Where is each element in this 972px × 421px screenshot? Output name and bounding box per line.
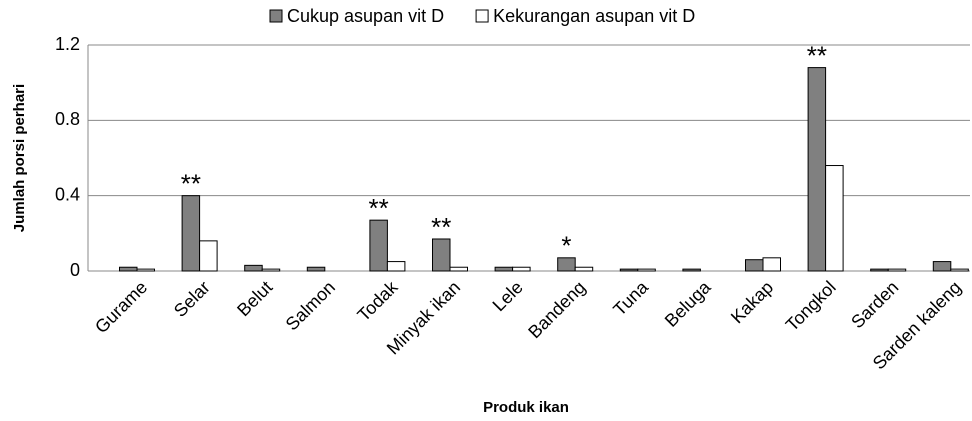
bar xyxy=(745,259,764,272)
x-tick-label: Selar xyxy=(170,277,214,321)
annotation: * xyxy=(561,231,571,261)
bar xyxy=(306,266,326,272)
y-tick-label: 0.8 xyxy=(55,109,80,129)
bar xyxy=(825,165,844,272)
y-tick-label: 1.2 xyxy=(55,34,80,54)
bar xyxy=(449,266,468,272)
bar xyxy=(932,261,952,272)
x-tick-label: Belut xyxy=(233,277,276,320)
y-tick-label: 0 xyxy=(70,260,80,280)
x-tick-label: Sarden xyxy=(847,277,902,332)
bar xyxy=(887,268,907,272)
bar xyxy=(870,268,889,272)
bar xyxy=(682,268,701,272)
bar xyxy=(386,261,406,272)
bar xyxy=(199,240,218,272)
bar xyxy=(807,67,827,272)
bar xyxy=(574,266,594,272)
annotation: ** xyxy=(807,40,827,70)
bar xyxy=(762,257,781,272)
x-tick-label: Beluga xyxy=(661,276,715,330)
x-tick-label: Salmon xyxy=(282,277,339,334)
legend-label: Kekurangan asupan vit D xyxy=(493,6,695,26)
bar xyxy=(557,257,576,272)
annotation: ** xyxy=(181,169,201,199)
x-tick-label: Bandeng xyxy=(524,277,589,342)
x-tick-label: Tuna xyxy=(609,276,652,319)
bar xyxy=(261,268,281,272)
x-tick-label: Tongkol xyxy=(782,277,840,335)
bar xyxy=(181,195,201,272)
bar xyxy=(950,268,969,272)
y-tick-label: 0.4 xyxy=(55,184,80,204)
bar xyxy=(244,264,263,272)
bar xyxy=(119,266,138,272)
bar xyxy=(512,266,531,272)
bar xyxy=(637,268,656,272)
annotation: ** xyxy=(431,212,451,242)
x-tick-label: Todak xyxy=(353,276,402,325)
bar xyxy=(494,266,514,272)
bar xyxy=(369,219,388,272)
annotation: ** xyxy=(369,193,389,223)
legend-swatch xyxy=(269,9,283,23)
bar xyxy=(432,238,451,272)
x-axis-label: Produk ikan xyxy=(483,399,569,416)
x-tick-label: Lele xyxy=(489,277,527,315)
x-tick-label: Kakap xyxy=(727,277,777,327)
y-axis-label: Jumlah porsi perhari xyxy=(11,84,28,232)
bar xyxy=(619,268,639,272)
legend-swatch xyxy=(475,9,489,23)
bar xyxy=(136,268,155,272)
legend-label: Cukup asupan vit D xyxy=(287,6,444,26)
x-tick-label: Gurame xyxy=(91,277,151,337)
